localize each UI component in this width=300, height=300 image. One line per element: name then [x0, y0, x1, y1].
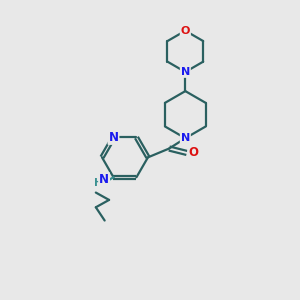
Text: N: N	[181, 133, 190, 143]
Text: H: H	[94, 178, 102, 188]
Text: N: N	[99, 173, 109, 186]
Text: N: N	[181, 67, 190, 77]
Text: N: N	[109, 131, 118, 144]
Text: O: O	[181, 26, 190, 36]
Text: O: O	[188, 146, 198, 159]
